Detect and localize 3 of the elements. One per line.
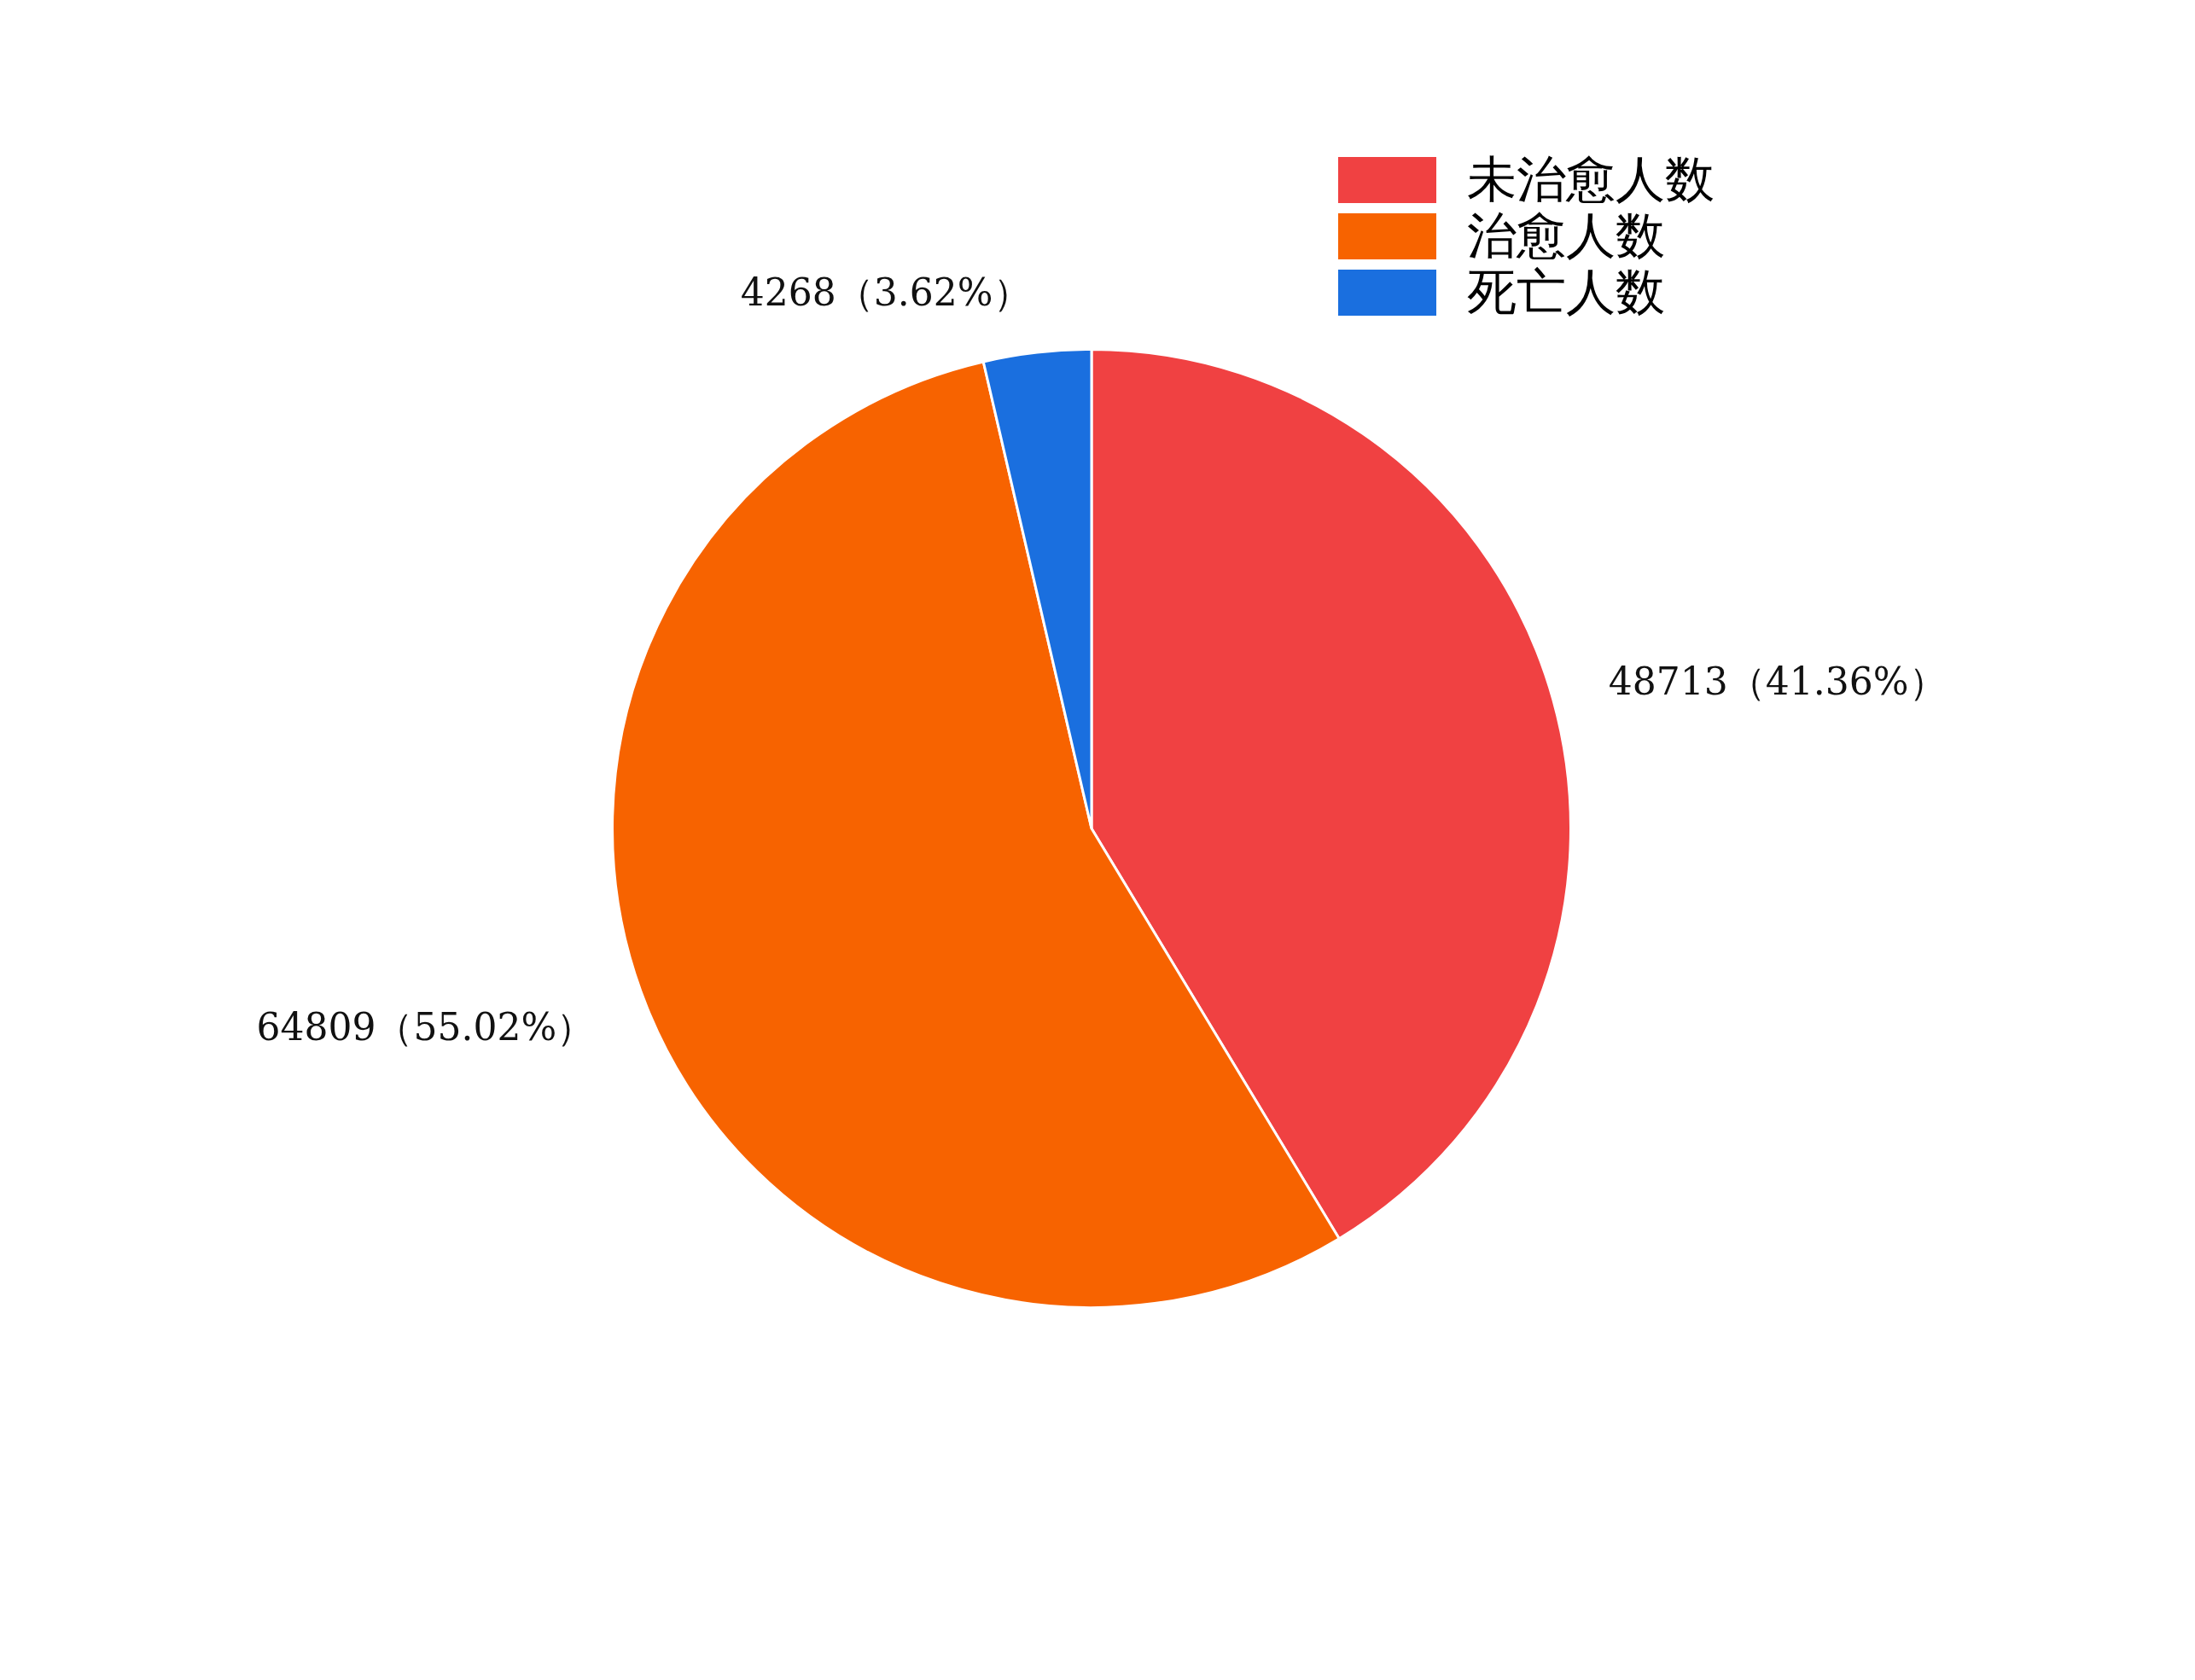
data-label: 64809（55.02%） bbox=[256, 1004, 595, 1049]
data-label: 4268（3.62%） bbox=[740, 270, 1031, 314]
data-label: 48713（41.36%） bbox=[1608, 659, 1947, 703]
